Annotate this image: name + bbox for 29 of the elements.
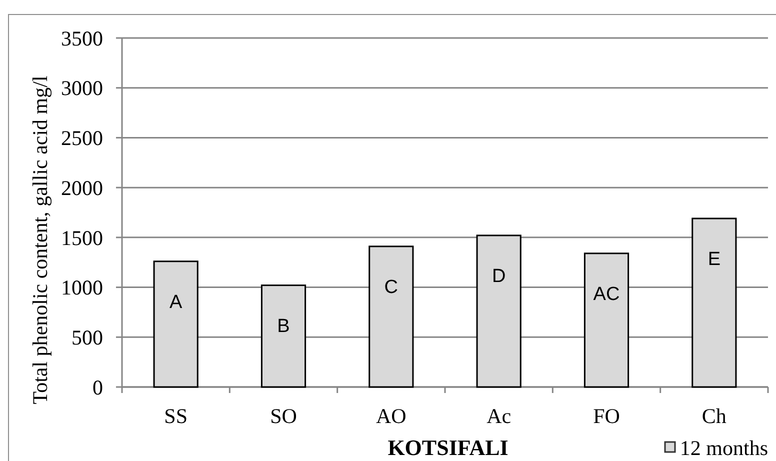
x-tick-label: SS [164, 404, 188, 428]
y-tick-label: 0 [92, 375, 103, 400]
y-tick-label: 1500 [61, 226, 103, 250]
x-tick-label: AO [376, 404, 406, 428]
y-tick-label: 2000 [61, 176, 103, 200]
bar [584, 252, 630, 388]
bar [368, 246, 414, 388]
y-tick-label: 500 [72, 325, 103, 350]
y-tick-label: 3500 [61, 26, 103, 50]
y-tick-label: 2500 [61, 126, 103, 150]
bar [476, 234, 522, 388]
annotation: E [708, 249, 721, 270]
bar [153, 260, 198, 388]
annotation: C [384, 277, 398, 298]
annotation: D [492, 266, 506, 288]
x-tick-label: SO [270, 404, 297, 428]
x-tick-label: Ch [702, 404, 727, 428]
bar [260, 284, 306, 388]
y-tick-label: 3000 [61, 76, 103, 100]
y-axis-title: Total phenolic content, gallic acid mg/l [28, 76, 52, 404]
x-tick-label: FO [593, 404, 620, 428]
annotation: B [277, 316, 290, 337]
annotation: AC [593, 284, 620, 306]
legend-label: 12 months [680, 436, 768, 460]
y-tick-label: 1000 [61, 276, 103, 300]
x-tick-label: Ac [486, 404, 512, 428]
annotation: A [169, 292, 182, 314]
bar [692, 218, 737, 388]
x-axis-title: KOTSIFALI [388, 435, 508, 460]
